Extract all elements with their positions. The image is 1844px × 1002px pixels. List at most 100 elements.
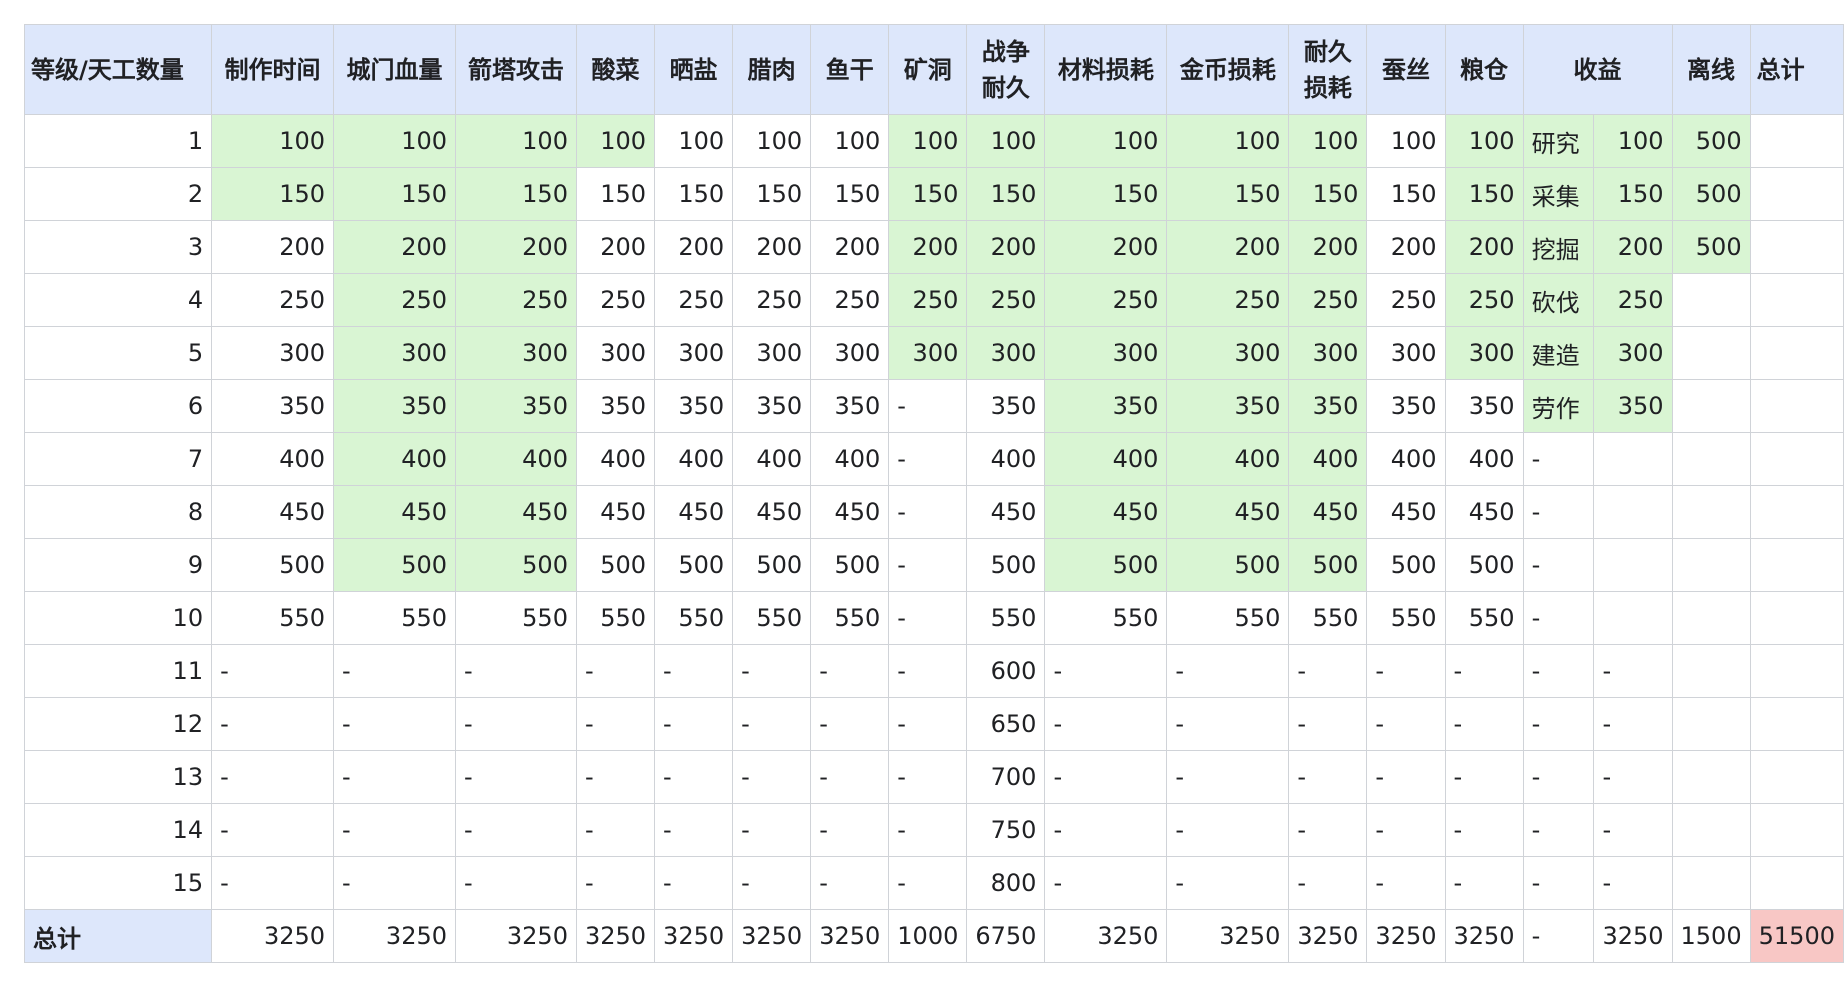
table-cell[interactable] [1749,114,1844,168]
table-cell[interactable]: 500 [575,538,656,592]
table-cell[interactable]: - [211,856,335,910]
table-cell[interactable]: 100 [1444,114,1524,168]
table-cell[interactable]: 450 [575,485,656,539]
table-cell[interactable] [1671,856,1751,910]
table-cell[interactable]: - [654,750,734,804]
table-cell[interactable] [1749,379,1844,433]
table-cell[interactable]: - [1166,750,1290,804]
table-cell[interactable]: 砍伐 [1522,273,1595,327]
table-cell[interactable]: 500 [1288,538,1368,592]
table-cell[interactable]: 400 [1288,432,1368,486]
header-total[interactable]: 总计 [1749,24,1844,115]
table-cell[interactable]: 300 [966,326,1046,380]
table-cell[interactable]: - [211,750,335,804]
table-cell[interactable]: - [1593,803,1673,857]
total-cell[interactable]: - [1522,909,1595,963]
table-cell[interactable]: 250 [1288,273,1368,327]
table-cell[interactable] [1671,803,1751,857]
table-cell[interactable] [1671,538,1751,592]
table-cell[interactable]: - [333,697,456,751]
table-cell[interactable]: - [455,750,577,804]
table-cell[interactable]: 250 [1444,273,1524,327]
table-cell[interactable]: 350 [966,379,1046,433]
table-cell[interactable]: - [1522,538,1595,592]
table-cell[interactable]: 100 [888,114,968,168]
table-cell[interactable]: - [1366,697,1446,751]
table-cell[interactable]: 550 [575,591,656,645]
header-gate-hp[interactable]: 城门血量 [333,24,456,115]
table-cell[interactable]: 400 [455,432,577,486]
table-cell[interactable]: 350 [1593,379,1673,433]
table-cell[interactable]: 150 [455,167,577,221]
table-cell[interactable]: - [654,803,734,857]
table-cell[interactable] [1671,750,1751,804]
table-cell[interactable]: 400 [211,432,335,486]
table-cell[interactable] [1671,273,1751,327]
table-cell[interactable]: - [1288,697,1368,751]
table-cell[interactable]: 200 [966,220,1046,274]
table-cell[interactable]: 250 [966,273,1046,327]
table-cell[interactable]: - [455,697,577,751]
table-cell[interactable]: - [810,697,890,751]
table-cell[interactable]: - [888,856,968,910]
table-cell[interactable]: 400 [810,432,890,486]
total-label-cell[interactable]: 总计 [23,909,213,963]
table-cell[interactable]: 450 [1044,485,1168,539]
row-level-cell[interactable]: 4 [23,273,213,327]
table-cell[interactable]: 550 [1166,591,1290,645]
header-offline[interactable]: 离线 [1671,24,1751,115]
table-cell[interactable]: - [1288,856,1368,910]
table-cell[interactable]: - [888,803,968,857]
table-cell[interactable]: 500 [1444,538,1524,592]
table-cell[interactable]: - [810,750,890,804]
table-cell[interactable]: 100 [810,114,890,168]
table-cell[interactable]: - [732,750,812,804]
header-tower-attack[interactable]: 箭塔攻击 [455,24,577,115]
header-gold-loss[interactable]: 金币损耗 [1166,24,1290,115]
table-cell[interactable]: 150 [654,167,734,221]
table-cell[interactable]: 350 [1288,379,1368,433]
table-cell[interactable]: 400 [732,432,812,486]
table-cell[interactable]: 建造 [1522,326,1595,380]
table-cell[interactable]: - [1444,697,1524,751]
table-cell[interactable]: 450 [1288,485,1368,539]
table-cell[interactable]: 250 [1593,273,1673,327]
table-cell[interactable]: 200 [211,220,335,274]
total-cell[interactable]: 3250 [810,909,890,963]
table-cell[interactable]: - [455,644,577,698]
table-cell[interactable]: 150 [888,167,968,221]
header-dried-fish[interactable]: 鱼干 [810,24,890,115]
table-cell[interactable]: 250 [1044,273,1168,327]
table-cell[interactable] [1749,644,1844,698]
table-cell[interactable]: 150 [1288,167,1368,221]
table-cell[interactable] [1749,220,1844,274]
total-cell[interactable]: 6750 [966,909,1046,963]
table-cell[interactable]: 100 [966,114,1046,168]
table-cell[interactable]: 450 [455,485,577,539]
row-level-cell[interactable]: 11 [23,644,213,698]
table-cell[interactable]: 250 [211,273,335,327]
total-cell[interactable]: 1000 [888,909,968,963]
table-cell[interactable] [1593,432,1673,486]
table-cell[interactable]: - [1593,750,1673,804]
table-cell[interactable] [1749,803,1844,857]
table-cell[interactable]: - [1522,803,1595,857]
table-cell[interactable]: 750 [966,803,1046,857]
table-cell[interactable]: - [1044,697,1168,751]
table-cell[interactable]: 400 [1044,432,1168,486]
table-cell[interactable]: 100 [211,114,335,168]
table-cell[interactable]: 200 [333,220,456,274]
table-cell[interactable]: - [1166,856,1290,910]
row-level-cell[interactable]: 3 [23,220,213,274]
table-cell[interactable]: 200 [732,220,812,274]
table-cell[interactable]: 350 [1444,379,1524,433]
table-cell[interactable]: 350 [333,379,456,433]
table-cell[interactable]: - [333,856,456,910]
table-cell[interactable]: - [333,803,456,857]
table-cell[interactable]: - [1522,432,1595,486]
table-cell[interactable]: 200 [1288,220,1368,274]
header-silk[interactable]: 蚕丝 [1366,24,1446,115]
table-cell[interactable]: 800 [966,856,1046,910]
table-cell[interactable]: - [575,644,656,698]
table-cell[interactable]: - [654,644,734,698]
